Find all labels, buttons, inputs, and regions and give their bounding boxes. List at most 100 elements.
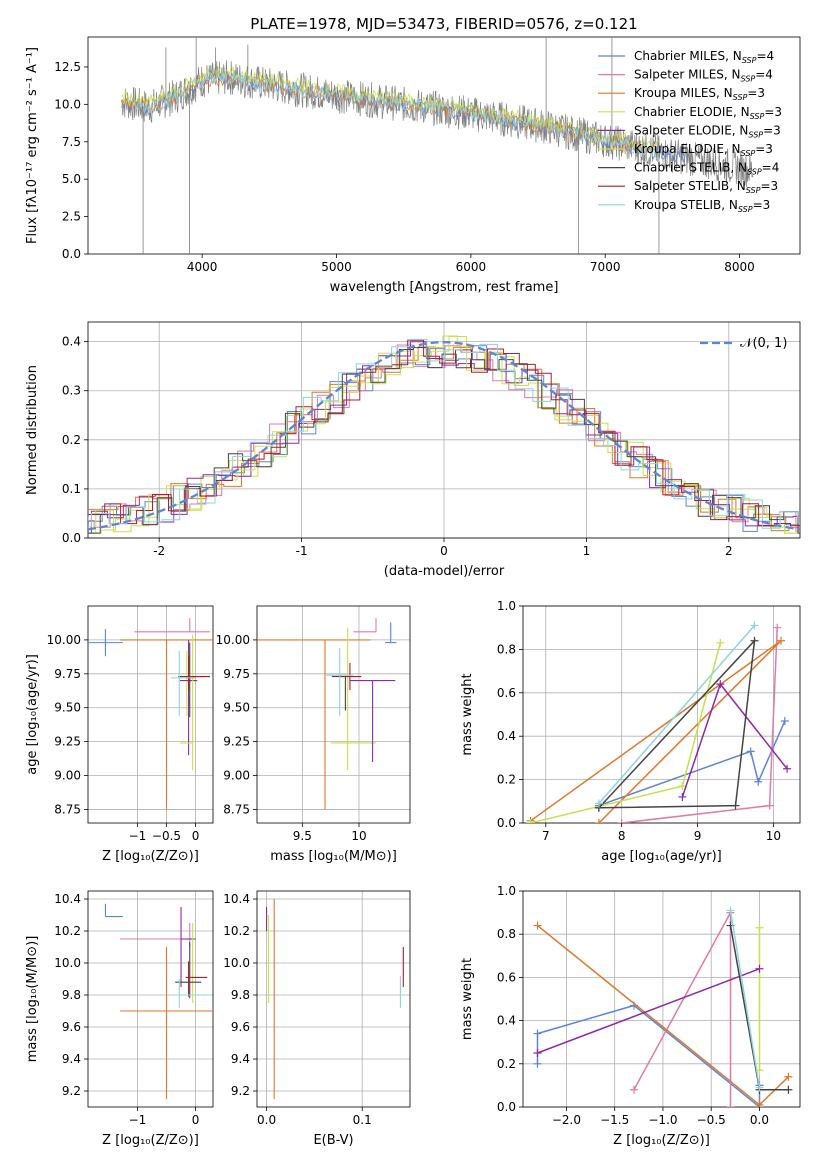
axes-frame — [256, 890, 411, 1108]
histogram-kroupa_stelib — [88, 338, 800, 529]
series-marker — [783, 764, 792, 773]
panels: 4000 5000 6000 7000 80000.02.55.07.510.012.5… — [25, 36, 801, 1148]
x-axis-label: wavelength [Angstrom, rest frame] — [330, 280, 559, 295]
x-tick-label: −1.5 — [600, 1113, 629, 1127]
series-marker — [726, 1103, 735, 1107]
series-line-salpeter_miles — [621, 627, 778, 823]
gaussian-curve — [88, 341, 800, 531]
chart-massweight_vs_Z: −2.0 −1.5 −1.0 −0.5 0.0 0.0 0.2 0.4 0.6 0.8 1.0 Z [… — [460, 884, 801, 1148]
y-tick-label: 0.2 — [497, 773, 516, 787]
y-tick-label: 9.2 — [231, 1084, 250, 1098]
series-marker — [755, 1083, 764, 1092]
x-tick-label: 0 — [192, 1113, 200, 1127]
series-marker — [754, 777, 763, 786]
y-tick-label: 10.4 — [223, 892, 250, 906]
series-line-kroupa_stelib — [729, 910, 761, 1088]
x-tick-label: 0 — [440, 544, 448, 558]
axes-frame — [256, 605, 411, 824]
x-tick-label: 4000 — [187, 260, 218, 274]
x-tick-label: 10 — [766, 829, 781, 843]
x-axis-label: (data-model)/error — [384, 564, 505, 579]
plot-area — [104, 903, 213, 1099]
series-marker — [678, 782, 687, 791]
y-tick-label: 10.4 — [54, 892, 81, 906]
series-marker — [533, 921, 542, 930]
y-axis-label: age [log₁₀(age/yr)] — [25, 654, 40, 775]
y-tick-label: 9.25 — [54, 735, 81, 749]
series-marker — [765, 801, 774, 810]
series-marker — [784, 1072, 793, 1081]
y-tick-label: 0.2 — [62, 433, 81, 447]
y-axis-label: Flux [fλ10⁻¹⁷ erg cm⁻² s⁻¹ A⁻¹] — [25, 47, 40, 244]
x-tick-label: 10 — [351, 829, 366, 843]
y-axis-label: mass weight — [460, 673, 475, 755]
x-tick-label: 2 — [725, 544, 733, 558]
series-marker — [750, 621, 759, 630]
series-marker — [746, 747, 755, 756]
histogram-salpeter_stelib — [88, 339, 800, 527]
plot-area — [266, 899, 404, 1099]
x-tick-label: -1 — [296, 544, 308, 558]
y-tick-label: 9.50 — [54, 701, 81, 715]
y-tick-label: 9.75 — [223, 667, 250, 681]
y-tick-label: 9.00 — [223, 769, 250, 783]
series-marker — [629, 1085, 638, 1094]
axes-frame — [522, 605, 801, 824]
y-axis-label: mass weight — [460, 958, 475, 1040]
series-marker — [777, 636, 786, 645]
x-axis-label: Z [log₁₀(Z/Z⊙)] — [102, 849, 199, 864]
x-tick-label: 5000 — [321, 260, 352, 274]
series-marker — [755, 964, 764, 973]
y-tick-label: 9.00 — [54, 769, 81, 783]
chart-age_vs_Z: −1 −0.5 0 8.75 9.00 9.25 9.50 9.75 10.00 Z [log₁₀… — [25, 605, 214, 864]
axes-frame — [87, 605, 214, 824]
y-tick-label: 0.4 — [497, 729, 516, 743]
y-tick-label: 8.75 — [223, 802, 250, 816]
data-spectrum-line — [121, 60, 754, 187]
series-marker — [617, 819, 626, 823]
series-marker — [594, 799, 603, 808]
x-axis-label: age [log₁₀(age/yr)] — [601, 849, 722, 864]
y-tick-label: 2.5 — [62, 210, 81, 224]
legend-label: Kroupa MILES, NSSP=3 — [634, 86, 765, 102]
y-tick-label: 10.2 — [223, 924, 250, 938]
y-tick-label: 0.4 — [62, 335, 81, 349]
y-tick-label: 5.0 — [62, 172, 81, 186]
y-tick-label: 9.4 — [62, 1052, 81, 1066]
y-tick-label: 10.2 — [54, 924, 81, 938]
x-tick-label: −2.0 — [552, 1113, 581, 1127]
x-tick-label: -2 — [153, 544, 165, 558]
y-tick-label: 9.8 — [231, 988, 250, 1002]
series-marker — [533, 1029, 542, 1038]
y-tick-label: 9.8 — [62, 988, 81, 1002]
plot-area — [121, 37, 754, 254]
plot-area — [257, 618, 397, 810]
x-tick-label: 0.1 — [353, 1113, 372, 1127]
x-tick-label: 1 — [583, 544, 591, 558]
series-marker — [755, 923, 764, 932]
y-tick-label: 0.8 — [497, 642, 516, 656]
x-tick-label: 8000 — [724, 260, 755, 274]
y-tick-label: 8.75 — [54, 802, 81, 816]
plot-area — [533, 906, 793, 1107]
series-marker — [726, 906, 735, 915]
legend-label: Chabrier ELODIE, NSSP=3 — [634, 105, 782, 121]
chart-residuals: -2 -1 0 1 2 0.0 0.1 0.2 0.3 0.4 (data-model)/error… — [25, 321, 801, 579]
y-tick-label: 9.2 — [62, 1084, 81, 1098]
y-axis-label: mass [log₁₀(M/M⊙)] — [25, 936, 40, 1063]
series-marker — [716, 638, 725, 647]
y-tick-label: 9.6 — [62, 1020, 81, 1034]
model-spectrum-kroupa_stelib — [134, 70, 660, 159]
x-tick-label: 9.5 — [293, 829, 312, 843]
series-line-salpeter_elodie — [537, 968, 760, 1054]
series-marker — [773, 623, 782, 632]
plot-area — [88, 618, 213, 810]
x-tick-label: −1.0 — [648, 1113, 677, 1127]
y-tick-label: 9.4 — [231, 1052, 250, 1066]
x-tick-label: 0.0 — [750, 1113, 769, 1127]
x-tick-label: 6000 — [456, 260, 487, 274]
series-marker — [526, 819, 535, 823]
y-tick-label: 9.50 — [223, 701, 250, 715]
legend-label: 𝒩(0, 1) — [740, 336, 787, 351]
x-tick-label: −1 — [129, 1113, 147, 1127]
